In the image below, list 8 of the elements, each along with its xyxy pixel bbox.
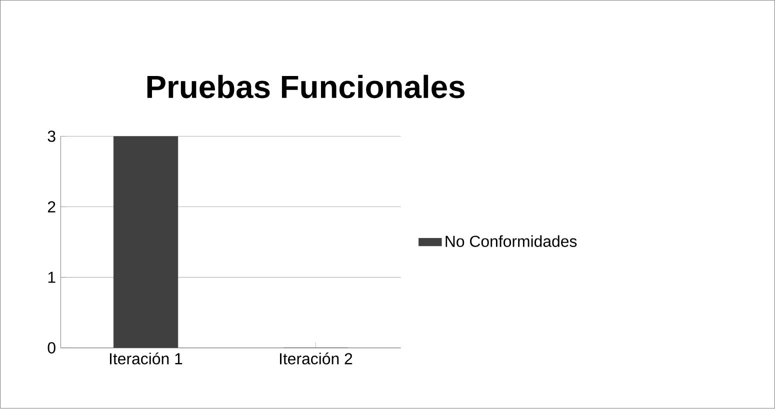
legend-label: No Conformidades [446,236,577,248]
y-tick-label: 2 [48,201,56,213]
x-tick-label: Iteración 1 [110,352,182,365]
x-tick-label: Iteración 2 [280,352,352,365]
chart-title: Pruebas Funcionales [147,75,464,98]
y-tick-label: 0 [48,342,56,354]
y-tick-label: 3 [48,130,56,142]
y-tick-label: 1 [48,272,56,284]
